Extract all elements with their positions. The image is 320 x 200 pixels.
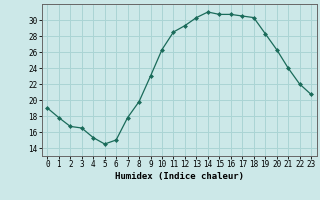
- X-axis label: Humidex (Indice chaleur): Humidex (Indice chaleur): [115, 172, 244, 181]
